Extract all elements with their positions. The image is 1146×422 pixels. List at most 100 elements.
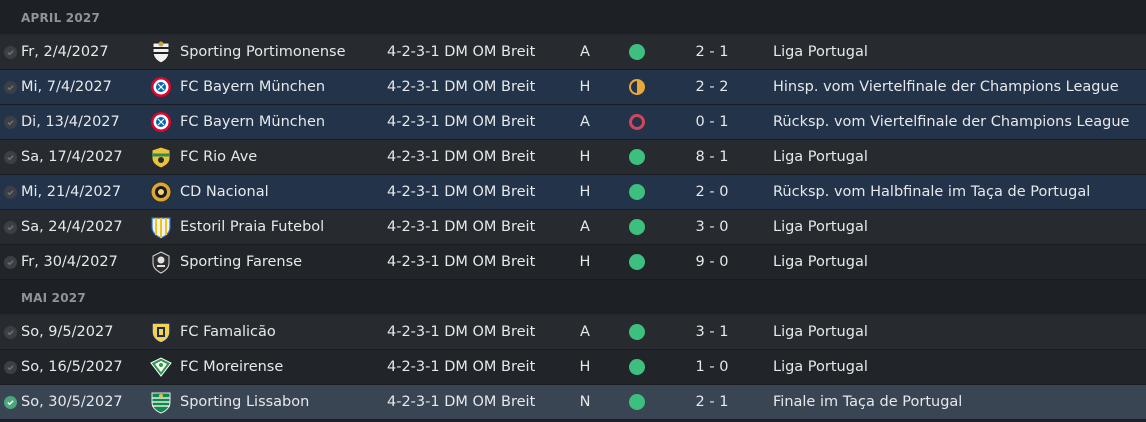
venue: H (579, 149, 591, 165)
checkmark-icon[interactable] (4, 115, 17, 129)
formation: 4-2-3-1 DM OM Breit (387, 44, 536, 60)
match-score[interactable]: 2 - 1 (695, 394, 729, 410)
competition-name[interactable]: Liga Portugal (773, 254, 868, 270)
competition-name[interactable]: Liga Portugal (773, 359, 868, 375)
formation: 4-2-3-1 DM OM Breit (387, 359, 536, 375)
opponent-name[interactable]: Sporting Portimonense (180, 44, 346, 60)
match-date: So, 30/5/2027 (21, 394, 123, 410)
opponent-name[interactable]: Estoril Praia Futebol (180, 219, 325, 235)
match-score[interactable]: 1 - 0 (695, 359, 729, 375)
match-score[interactable]: 3 - 1 (695, 324, 729, 340)
match-row[interactable]: Fr, 30/4/2027 Sporting Farense 4-2-3-1 D… (0, 245, 1146, 280)
venue: A (580, 219, 590, 235)
checkmark-icon[interactable] (4, 220, 17, 234)
match-date: Mi, 7/4/2027 (21, 79, 112, 95)
win-result-icon (628, 323, 646, 341)
checkmark-icon[interactable] (4, 325, 17, 339)
match-date: So, 9/5/2027 (21, 324, 114, 340)
checkmark-icon[interactable] (4, 185, 17, 199)
competition-name[interactable]: Finale im Taça de Portugal (773, 394, 963, 410)
nacional-crest-icon (150, 180, 172, 204)
opponent-name[interactable]: Sporting Farense (180, 254, 303, 270)
bayern-crest-icon (150, 75, 172, 99)
match-row[interactable]: So, 30/5/2027 Sporting Lissabon 4-2-3-1 … (0, 385, 1146, 420)
formation: 4-2-3-1 DM OM Breit (387, 394, 536, 410)
venue: H (579, 254, 591, 270)
formation: 4-2-3-1 DM OM Breit (387, 79, 536, 95)
match-date: Fr, 2/4/2027 (21, 44, 109, 60)
win-result-icon (628, 253, 646, 271)
venue: A (580, 324, 590, 340)
rio-ave-crest-icon (150, 145, 172, 169)
competition-name[interactable]: Rücksp. vom Viertelfinale der Champions … (773, 114, 1130, 130)
match-row[interactable]: So, 9/5/2027 FC Famalicão 4-2-3-1 DM OM … (0, 315, 1146, 350)
formation: 4-2-3-1 DM OM Breit (387, 114, 536, 130)
portimonense-crest-icon (150, 40, 172, 64)
opponent-name[interactable]: CD Nacional (180, 184, 269, 200)
match-date: Sa, 17/4/2027 (21, 149, 123, 165)
match-row[interactable]: Sa, 17/4/2027 FC Rio Ave 4-2-3-1 DM OM B… (0, 140, 1146, 175)
match-date: Fr, 30/4/2027 (21, 254, 118, 270)
win-result-icon (628, 218, 646, 236)
formation: 4-2-3-1 DM OM Breit (387, 254, 536, 270)
checkmark-icon[interactable] (4, 80, 17, 94)
venue: H (579, 359, 591, 375)
competition-name[interactable]: Liga Portugal (773, 219, 868, 235)
win-result-icon (628, 358, 646, 376)
venue: A (580, 114, 590, 130)
match-date: So, 16/5/2027 (21, 359, 123, 375)
estoril-crest-icon (150, 215, 172, 239)
match-row[interactable]: Mi, 7/4/2027 FC Bayern München 4-2-3-1 D… (0, 70, 1146, 105)
venue: N (579, 394, 591, 410)
match-score[interactable]: 3 - 0 (695, 219, 729, 235)
match-score[interactable]: 2 - 2 (695, 79, 729, 95)
formation: 4-2-3-1 DM OM Breit (387, 219, 536, 235)
famalicao-crest-icon (150, 320, 172, 344)
checkmark-icon[interactable] (4, 395, 17, 409)
checkmark-icon[interactable] (4, 150, 17, 164)
draw-result-icon (628, 78, 646, 96)
checkmark-icon[interactable] (4, 360, 17, 374)
opponent-name[interactable]: FC Bayern München (180, 79, 326, 95)
venue: H (579, 184, 591, 200)
formation: 4-2-3-1 DM OM Breit (387, 149, 536, 165)
formation: 4-2-3-1 DM OM Breit (387, 184, 536, 200)
match-date: Di, 13/4/2027 (21, 114, 120, 130)
win-result-icon (628, 183, 646, 201)
match-row[interactable]: Di, 13/4/2027 FC Bayern München 4-2-3-1 … (0, 105, 1146, 140)
win-result-icon (628, 393, 646, 411)
match-date: Sa, 24/4/2027 (21, 219, 123, 235)
loss-result-icon (628, 113, 646, 131)
match-score[interactable]: 9 - 0 (695, 254, 729, 270)
match-score[interactable]: 2 - 1 (695, 44, 729, 60)
opponent-name[interactable]: FC Bayern München (180, 114, 326, 130)
venue: H (579, 79, 591, 95)
competition-name[interactable]: Liga Portugal (773, 149, 868, 165)
match-score[interactable]: 2 - 0 (695, 184, 729, 200)
match-row[interactable]: Sa, 24/4/2027 Estoril Praia Futebol 4-2-… (0, 210, 1146, 245)
moreirense-crest-icon (150, 355, 172, 379)
opponent-name[interactable]: FC Rio Ave (180, 149, 258, 165)
competition-name[interactable]: Liga Portugal (773, 324, 868, 340)
match-row[interactable]: Mi, 21/4/2027 CD Nacional 4-2-3-1 DM OM … (0, 175, 1146, 210)
sporting-crest-icon (150, 390, 172, 414)
opponent-name[interactable]: FC Famalicão (180, 324, 276, 340)
formation: 4-2-3-1 DM OM Breit (387, 324, 536, 340)
checkmark-icon[interactable] (4, 45, 17, 59)
opponent-name[interactable]: FC Moreirense (180, 359, 284, 375)
competition-name[interactable]: Liga Portugal (773, 44, 868, 60)
win-result-icon (628, 148, 646, 166)
farense-crest-icon (150, 250, 172, 274)
competition-name[interactable]: Rücksp. vom Halbfinale im Taça de Portug… (773, 184, 1091, 200)
competition-name[interactable]: Hinsp. vom Viertelfinale der Champions L… (773, 79, 1119, 95)
match-row[interactable]: So, 16/5/2027 FC Moreirense 4-2-3-1 DM O… (0, 350, 1146, 385)
match-score[interactable]: 0 - 1 (695, 114, 729, 130)
opponent-name[interactable]: Sporting Lissabon (180, 394, 310, 410)
win-result-icon (628, 43, 646, 61)
checkmark-icon[interactable] (4, 255, 17, 269)
match-score[interactable]: 8 - 1 (695, 149, 729, 165)
section-header: APRIL 2027 (0, 0, 1146, 35)
bayern-crest-icon (150, 110, 172, 134)
match-row[interactable]: Fr, 2/4/2027 Sporting Portimonense 4-2-3… (0, 35, 1146, 70)
